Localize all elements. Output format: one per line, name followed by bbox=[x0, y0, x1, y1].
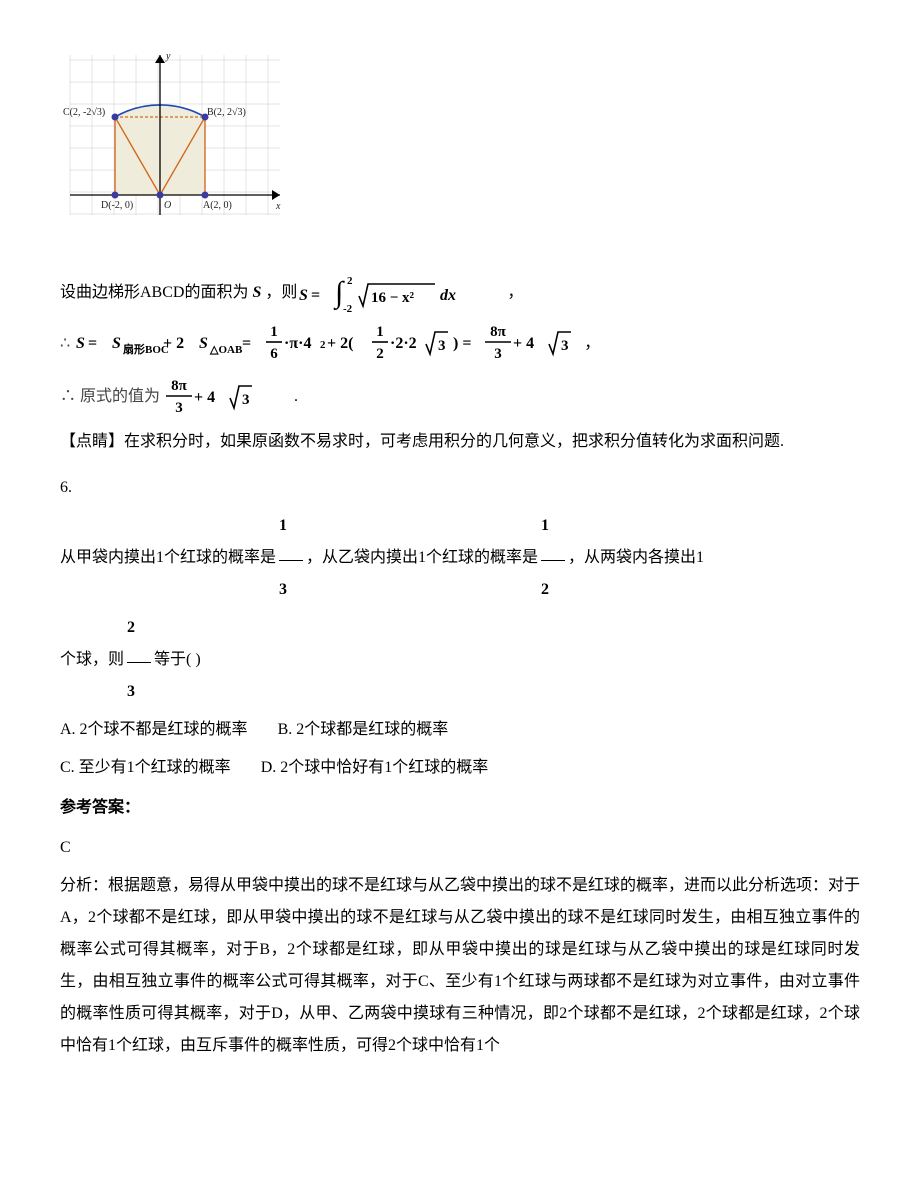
svg-text:=: = bbox=[242, 335, 251, 352]
svg-text:3: 3 bbox=[561, 338, 569, 354]
q6-line2: 个球，则 2 3 等于( ) bbox=[60, 612, 860, 708]
q6-p1b: ，从乙袋内摸出1个红球的概率是 bbox=[306, 542, 538, 574]
svg-text:A(2, 0): A(2, 0) bbox=[203, 200, 232, 211]
comma-l2: ， bbox=[584, 328, 600, 360]
svg-text:16 − x²: 16 − x² bbox=[371, 290, 415, 306]
question-number: 6. bbox=[60, 472, 860, 504]
option-a: A. 2个球不都是红球的概率 bbox=[60, 714, 248, 746]
svg-text:S: S bbox=[112, 335, 121, 352]
var-S: S bbox=[252, 277, 261, 309]
svg-text:-2: -2 bbox=[343, 303, 353, 314]
sentence-1: 设曲边梯形ABCD的面积为 S ，则 S = ∫2-216 − x² dx ， bbox=[60, 272, 860, 314]
svg-text:2: 2 bbox=[320, 339, 326, 351]
svg-text:) =: ) = bbox=[453, 335, 471, 352]
svg-text:dx: dx bbox=[440, 287, 456, 304]
sentence-3: ∴ 原式的值为 8π 3 + 4 3 . bbox=[60, 374, 860, 420]
svg-text:y: y bbox=[165, 51, 171, 62]
svg-text:S: S bbox=[299, 287, 308, 304]
svg-text:3: 3 bbox=[242, 392, 250, 408]
frac-1-2: 1 2 bbox=[541, 510, 565, 606]
svg-text:C(2, -2√3): C(2, -2√3) bbox=[63, 107, 105, 118]
options-row-2: C. 至少有1个红球的概率 D. 2个球中恰好有1个红球的概率 bbox=[60, 752, 860, 784]
diagram-svg: y x O C(2, -2√3) B(2, 2√3) D(-2, 0) A(2, 0) bbox=[60, 40, 290, 240]
frac-1-3: 1 3 bbox=[279, 510, 303, 606]
answer-header: 参考答案： bbox=[60, 792, 860, 824]
option-b: B. 2个球都是红球的概率 bbox=[278, 714, 449, 746]
prefix-l3: ∴ 原式的值为 bbox=[60, 381, 160, 413]
comma-l1: ， bbox=[507, 277, 523, 309]
svg-text:6: 6 bbox=[270, 346, 278, 362]
formula-result: 8π 3 + 4 3 bbox=[164, 374, 294, 420]
svg-text:=: = bbox=[311, 287, 320, 304]
answer-letter: C bbox=[60, 832, 860, 864]
option-c: C. 至少有1个红球的概率 bbox=[60, 752, 231, 784]
svg-text:8π: 8π bbox=[171, 378, 188, 394]
svg-text:△OAB: △OAB bbox=[209, 344, 243, 356]
q6-p1a: 从甲袋内摸出1个红球的概率是 bbox=[60, 542, 276, 574]
option-d: D. 2个球中恰好有1个红球的概率 bbox=[261, 752, 489, 784]
options-row-1: A. 2个球不都是红球的概率 B. 2个球都是红球的概率 bbox=[60, 714, 860, 746]
svg-text:+ 4: + 4 bbox=[513, 335, 534, 352]
svg-text:+ 2(: + 2( bbox=[327, 335, 353, 352]
svg-text:1: 1 bbox=[376, 324, 384, 340]
svg-text:x: x bbox=[275, 201, 281, 212]
svg-text:+ 2: + 2 bbox=[163, 335, 184, 352]
svg-text:B(2, 2√3): B(2, 2√3) bbox=[207, 107, 246, 118]
svg-text:2: 2 bbox=[376, 346, 384, 362]
svg-text:D(-2, 0): D(-2, 0) bbox=[101, 200, 133, 211]
svg-text:=: = bbox=[88, 335, 97, 352]
formula-integral: S = ∫2-216 − x² dx bbox=[297, 272, 507, 314]
svg-text:S: S bbox=[76, 335, 85, 352]
note-text: 【点睛】在求积分时，如果原函数不易求时，可考虑用积分的几何意义，把求积分值转化为… bbox=[60, 426, 860, 458]
svg-text:3: 3 bbox=[494, 346, 502, 362]
text-l1a: 设曲边梯形ABCD的面积为 bbox=[60, 277, 248, 309]
svg-text:3: 3 bbox=[438, 338, 446, 354]
svg-text:1: 1 bbox=[270, 324, 278, 340]
q6-p1c: ，从两袋内各摸出1 bbox=[568, 542, 704, 574]
svg-text:S: S bbox=[199, 335, 208, 352]
svg-text:O: O bbox=[164, 200, 171, 211]
svg-text:·π·4: ·π·4 bbox=[284, 335, 311, 352]
period-l3: . bbox=[294, 381, 298, 413]
sentence-2: ∴ S = S扇形BOC + 2S△OAB = 16·π·42 + 2(12·2… bbox=[60, 320, 860, 368]
analysis-text: 分析：根据题意，易得从甲袋中摸出的球不是红球与从乙袋中摸出的球不是红球的概率，进… bbox=[60, 870, 860, 1062]
svg-text:+ 4: + 4 bbox=[194, 389, 215, 406]
text-l1b: ，则 bbox=[265, 277, 297, 309]
prefix-l2: ∴ bbox=[60, 328, 70, 360]
q6-p2a: 个球，则 bbox=[60, 644, 124, 676]
svg-text:·2·2: ·2·2 bbox=[390, 335, 417, 352]
svg-text:2: 2 bbox=[347, 275, 353, 287]
formula-main: S = S扇形BOC + 2S△OAB = 16·π·42 + 2(12·2·2… bbox=[74, 320, 584, 368]
geometry-diagram: y x O C(2, -2√3) B(2, 2√3) D(-2, 0) A(2, 0) bbox=[60, 40, 860, 252]
svg-text:8π: 8π bbox=[490, 324, 507, 340]
frac-2-3: 2 3 bbox=[127, 612, 151, 708]
q6-line1: 从甲袋内摸出1个红球的概率是 1 3 ，从乙袋内摸出1个红球的概率是 1 2 ，… bbox=[60, 510, 860, 606]
svg-text:3: 3 bbox=[175, 400, 183, 416]
svg-text:扇形BOC: 扇形BOC bbox=[123, 342, 169, 356]
q6-p2b: 等于( ) bbox=[154, 644, 201, 676]
